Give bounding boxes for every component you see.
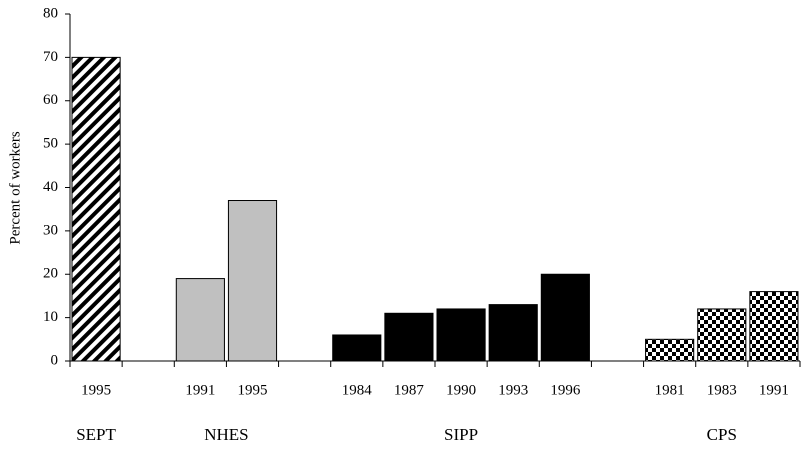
y-tick-label: 60	[43, 92, 58, 108]
y-tick-label: 80	[43, 5, 58, 21]
x-tick-label: 1990	[446, 382, 476, 398]
bar	[645, 338, 695, 362]
x-tick-label: 1981	[655, 382, 685, 398]
bar	[488, 304, 538, 362]
group-label: SIPP	[444, 425, 478, 444]
bar	[175, 278, 225, 362]
x-tick-label: 1993	[498, 382, 528, 398]
group-label: NHES	[204, 425, 248, 444]
bar	[384, 312, 434, 362]
bar	[697, 308, 747, 362]
bar	[332, 334, 382, 362]
group-label: SEPT	[76, 425, 116, 444]
y-tick-label: 30	[43, 222, 58, 238]
y-tick-label: 40	[43, 179, 58, 195]
y-tick-label: 70	[43, 49, 58, 65]
bar	[749, 291, 799, 362]
bar	[227, 200, 278, 362]
y-tick-label: 50	[43, 136, 58, 152]
x-tick-label: 1995	[81, 382, 111, 398]
x-tick-label: 1987	[394, 382, 425, 398]
x-tick-label: 1996	[550, 382, 581, 398]
y-tick-label: 10	[43, 309, 58, 325]
bar	[540, 273, 590, 362]
group-label: CPS	[707, 425, 737, 444]
x-tick-label: 1995	[238, 382, 268, 398]
x-tick-label: 1991	[185, 382, 215, 398]
bar	[436, 308, 486, 362]
y-tick-label: 20	[43, 266, 58, 282]
x-tick-label: 1991	[759, 382, 789, 398]
y-tick-label: 0	[51, 352, 59, 368]
x-tick-label: 1983	[707, 382, 737, 398]
y-axis-label: Percent of workers	[7, 131, 23, 244]
bar	[71, 56, 121, 362]
x-tick-label: 1984	[342, 382, 373, 398]
